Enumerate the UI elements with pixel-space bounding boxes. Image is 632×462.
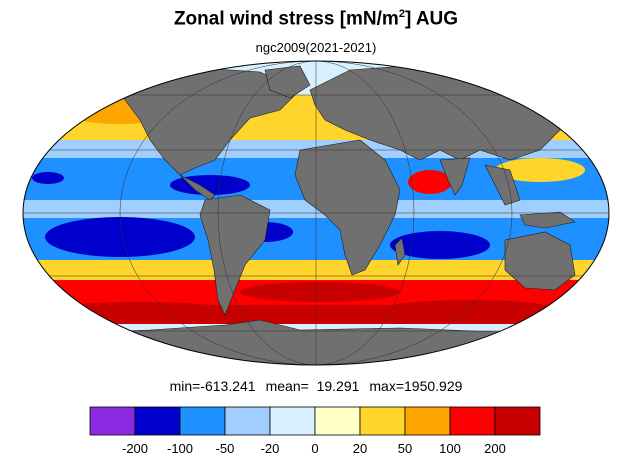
colorbar-box	[494, 406, 541, 436]
colorbar-box	[269, 406, 316, 436]
patch-west-pacific	[495, 158, 585, 182]
colorbar-tick-label: -20	[261, 441, 280, 456]
patch-south-indian	[380, 300, 560, 320]
colorbar-box	[449, 406, 496, 436]
map-field	[23, 61, 609, 365]
map-border	[22, 60, 610, 366]
colorbar-box	[359, 406, 406, 436]
map-title: Zonal wind stress [mN/m2] AUG	[173, 8, 459, 30]
patch-pacific-west	[32, 172, 64, 184]
stat-mean: mean= 19.291	[265, 378, 360, 394]
colorbar-tick-label: 50	[398, 441, 412, 456]
land-madagascar	[394, 237, 406, 266]
patch-indian-easterly	[390, 231, 490, 259]
colorbar-labels: -200 -100 -50 -20 0 20 50 100 200	[122, 441, 506, 456]
land-central-america	[179, 174, 216, 201]
colorbar-box	[89, 406, 136, 436]
colorbar-box	[404, 406, 451, 436]
land-southeast-asia	[484, 164, 521, 206]
colorbar-box	[134, 406, 181, 436]
patch-south-pacific-easterly	[45, 217, 195, 257]
stat-min: min=-613.241	[169, 378, 256, 394]
stat-max: max=1950.929	[369, 378, 463, 394]
colorbar-tick-label: 100	[439, 441, 461, 456]
land-australia	[504, 231, 576, 291]
patch-south-atlantic	[240, 282, 400, 302]
colorbar-box	[179, 406, 226, 436]
colorbar-box	[314, 406, 361, 436]
land-india	[439, 157, 471, 196]
colorbar-tick-label: 20	[353, 441, 367, 456]
patch-arabian-sea	[408, 170, 452, 194]
wind-stress-map	[22, 60, 610, 366]
colorbar-tick-label: 0	[311, 441, 318, 456]
map-subtitle: ngc2009(2021-2021)	[255, 40, 377, 55]
land-africa	[294, 139, 401, 276]
colorbar-tick-label: -100	[167, 441, 193, 456]
colorbar-box	[224, 406, 271, 436]
land-maritime-continent	[519, 211, 576, 229]
colorbar-tick-label: -50	[216, 441, 235, 456]
land-south-america	[199, 194, 271, 316]
stats-line: min=-613.241 mean= 19.291 max=1950.929	[0, 378, 632, 394]
colorbar-tick-label: 200	[484, 441, 506, 456]
colorbar-boxes	[89, 406, 541, 436]
colorbar-tick-label: -200	[122, 441, 148, 456]
